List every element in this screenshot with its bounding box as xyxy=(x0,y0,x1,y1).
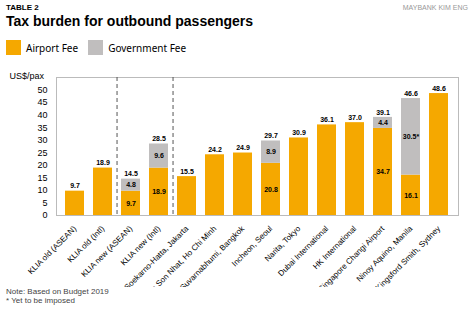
svg-text:20: 20 xyxy=(37,160,47,170)
svg-text:US$/pax: US$/pax xyxy=(10,71,45,81)
svg-text:28.5: 28.5 xyxy=(152,135,166,142)
svg-text:18.9: 18.9 xyxy=(152,188,166,195)
svg-text:KLIA old (ASEAN): KLIA old (ASEAN) xyxy=(26,224,78,276)
svg-text:8.9: 8.9 xyxy=(266,148,276,155)
html-text:Tax burden for outbound passen: Tax burden for outbound passengers xyxy=(6,13,254,29)
svg-text:35: 35 xyxy=(37,123,47,133)
svg-text:36.1: 36.1 xyxy=(320,116,334,123)
svg-text:4.4: 4.4 xyxy=(378,119,388,126)
svg-text:9.6: 9.6 xyxy=(154,152,164,159)
svg-text:5: 5 xyxy=(42,198,47,208)
svg-text:15: 15 xyxy=(37,173,47,183)
svg-text:10: 10 xyxy=(37,185,47,195)
svg-text:Ninoy Aquino, Manila: Ninoy Aquino, Manila xyxy=(354,224,415,284)
svg-text:24.2: 24.2 xyxy=(208,146,222,153)
svg-text:15.5: 15.5 xyxy=(180,168,194,175)
svg-text:24.9: 24.9 xyxy=(236,144,250,151)
svg-text:4.8: 4.8 xyxy=(126,181,136,188)
svg-text:16.1: 16.1 xyxy=(404,192,418,199)
html-text:Note: Based on Budget 2019 * Y: Note: Based on Budget 2019 * Yet to be i… xyxy=(6,287,109,306)
svg-text:18.9: 18.9 xyxy=(96,159,110,166)
svg-text:KLIA old (Intl): KLIA old (Intl) xyxy=(65,224,107,265)
html-text:Airport Fee: Airport Fee xyxy=(26,40,79,55)
svg-text:30.9: 30.9 xyxy=(292,129,306,136)
svg-text:HK International: HK International xyxy=(311,224,359,272)
svg-text:0: 0 xyxy=(42,210,47,220)
svg-text:46.6: 46.6 xyxy=(404,90,418,97)
svg-text:48.6: 48.6 xyxy=(432,85,446,92)
html-text:Government Fee: Government Fee xyxy=(108,40,187,55)
svg-text:Tan Son Nhat, Ho Chi Minh: Tan Son Nhat, Ho Chi Minh xyxy=(143,224,218,287)
svg-text:34.7: 34.7 xyxy=(376,168,390,175)
svg-text:45: 45 xyxy=(37,97,47,107)
svg-text:9.7: 9.7 xyxy=(126,200,136,207)
svg-text:37.0: 37.0 xyxy=(348,114,362,121)
svg-text:40: 40 xyxy=(37,110,47,120)
svg-text:50: 50 xyxy=(37,85,47,95)
svg-text:Narita, Tokyo: Narita, Tokyo xyxy=(262,224,303,264)
html-text:MAYBANK KIM ENG: MAYBANK KIM ENG xyxy=(402,4,468,11)
svg-text:25: 25 xyxy=(37,148,47,158)
svg-text:14.5: 14.5 xyxy=(124,170,138,177)
html-text:TABLE 2: TABLE 2 xyxy=(6,3,39,12)
svg-text:20.8: 20.8 xyxy=(264,186,278,193)
svg-text:39.1: 39.1 xyxy=(376,109,390,116)
svg-text:KLIA new (Intl): KLIA new (Intl) xyxy=(119,224,163,268)
svg-text:Dubai International: Dubai International xyxy=(276,224,330,278)
svg-text:Incheon, Seoul: Incheon, Seoul xyxy=(230,224,275,269)
svg-text:9.7: 9.7 xyxy=(70,182,80,189)
svg-text:29.7: 29.7 xyxy=(264,132,278,139)
svg-text:KLIA new (ASEAN): KLIA new (ASEAN) xyxy=(79,224,134,279)
svg-text:30.5*: 30.5* xyxy=(403,133,420,140)
svg-text:30: 30 xyxy=(37,135,47,145)
svg-text:Kingsford Smith, Sydney: Kingsford Smith, Sydney xyxy=(374,224,442,287)
